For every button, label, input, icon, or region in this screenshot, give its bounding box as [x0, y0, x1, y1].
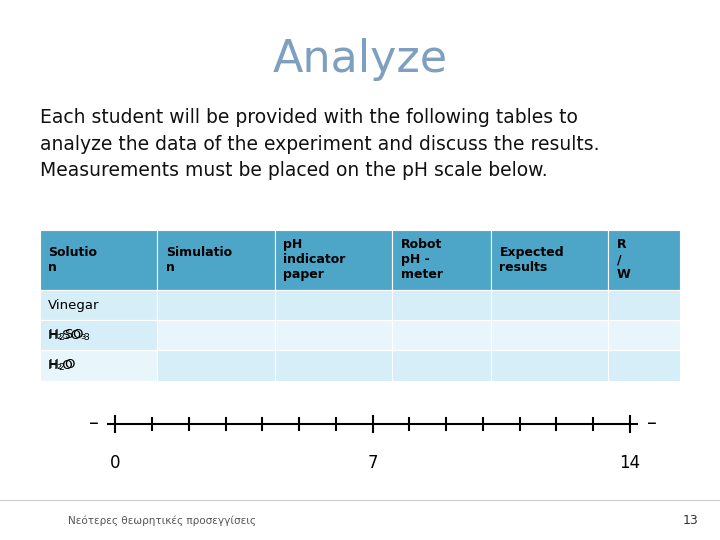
Text: 13: 13: [683, 514, 698, 526]
Text: H$_2$O: H$_2$O: [48, 358, 76, 373]
FancyBboxPatch shape: [157, 230, 275, 290]
FancyBboxPatch shape: [491, 320, 608, 350]
Text: H$_2$SO$_3$: H$_2$SO$_3$: [48, 328, 91, 343]
Text: 14: 14: [619, 454, 641, 471]
FancyBboxPatch shape: [392, 320, 491, 350]
FancyBboxPatch shape: [40, 290, 157, 320]
Text: Analyze: Analyze: [272, 38, 448, 81]
FancyBboxPatch shape: [608, 230, 680, 290]
FancyBboxPatch shape: [40, 320, 157, 350]
Text: Solutio
n: Solutio n: [48, 246, 97, 274]
Text: –: –: [647, 414, 657, 434]
FancyBboxPatch shape: [275, 350, 392, 381]
FancyBboxPatch shape: [40, 350, 157, 381]
FancyBboxPatch shape: [608, 350, 680, 381]
Text: 0: 0: [110, 454, 120, 471]
FancyBboxPatch shape: [491, 290, 608, 320]
FancyBboxPatch shape: [392, 230, 491, 290]
Text: –: –: [89, 414, 99, 434]
Text: Vinegar: Vinegar: [48, 299, 100, 312]
Text: Simulatio
n: Simulatio n: [166, 246, 232, 274]
Text: 7: 7: [367, 454, 378, 471]
FancyBboxPatch shape: [608, 290, 680, 320]
FancyBboxPatch shape: [157, 320, 275, 350]
Text: R
/
W: R / W: [617, 238, 631, 281]
Text: H₂O: H₂O: [48, 359, 74, 372]
FancyBboxPatch shape: [491, 230, 608, 290]
Text: pH
indicator
paper: pH indicator paper: [284, 238, 346, 281]
FancyBboxPatch shape: [392, 290, 491, 320]
Text: Νεότερες θεωρητικές προσεγγίσεις: Νεότερες θεωρητικές προσεγγίσεις: [68, 516, 256, 526]
FancyBboxPatch shape: [157, 350, 275, 381]
FancyBboxPatch shape: [40, 320, 157, 350]
Text: Each student will be provided with the following tables to
analyze the data of t: Each student will be provided with the f…: [40, 108, 599, 180]
Text: Robot
pH -
meter: Robot pH - meter: [401, 238, 443, 281]
FancyBboxPatch shape: [40, 230, 157, 290]
FancyBboxPatch shape: [157, 290, 275, 320]
FancyBboxPatch shape: [275, 290, 392, 320]
FancyBboxPatch shape: [491, 350, 608, 381]
FancyBboxPatch shape: [392, 350, 491, 381]
Text: H₂SO₃: H₂SO₃: [48, 329, 88, 342]
FancyBboxPatch shape: [40, 350, 157, 381]
FancyBboxPatch shape: [275, 320, 392, 350]
FancyBboxPatch shape: [275, 230, 392, 290]
FancyBboxPatch shape: [608, 320, 680, 350]
Text: Expected
results: Expected results: [500, 246, 564, 274]
